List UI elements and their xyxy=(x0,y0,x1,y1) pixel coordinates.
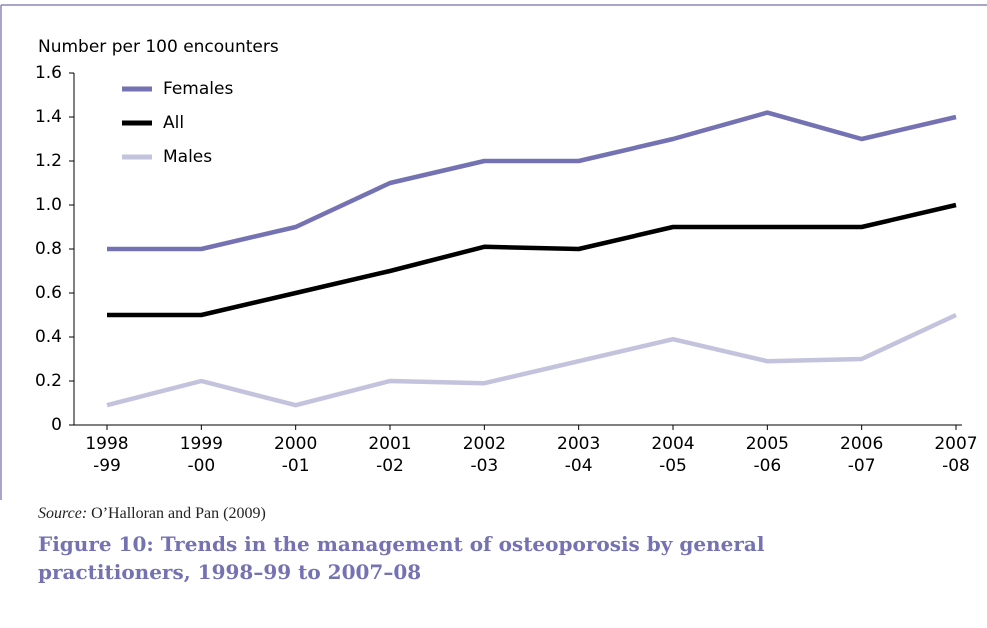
x-tick-label: 1999 xyxy=(180,434,223,454)
x-tick-label: -02 xyxy=(376,456,404,476)
series-line xyxy=(106,312,957,408)
y-tick-label: 0.8 xyxy=(35,239,62,259)
x-tick-label: 2002 xyxy=(463,434,506,454)
source-label: Source: xyxy=(38,505,88,522)
x-tick-label: -04 xyxy=(565,456,593,476)
y-tick-label: 0.2 xyxy=(35,371,62,391)
series-line xyxy=(107,202,957,318)
x-tick-label: 2003 xyxy=(557,434,600,454)
chart: Number per 100 encounters 0 0.2 0.4 0.6 0.8 1… xyxy=(0,4,987,500)
x-tick-label: 1998 xyxy=(85,434,128,454)
x-tick-label: -01 xyxy=(282,456,310,476)
x-tick-label: 2007 xyxy=(934,434,977,454)
figure-caption: Figure 10: Trends in the management of o… xyxy=(38,532,765,584)
x-tick-label: -05 xyxy=(659,456,687,476)
x-tick-label: 2005 xyxy=(746,434,789,454)
legend-label: Females xyxy=(163,79,233,99)
x-tick-label: 2004 xyxy=(651,434,694,454)
x-tick-label: 2001 xyxy=(368,434,411,454)
y-tick-label: 0 xyxy=(51,415,62,435)
y-axis-label: Number per 100 encounters xyxy=(38,37,279,57)
y-tick-label: 0.6 xyxy=(35,283,62,303)
source-text: O’Halloran and Pan (2009) xyxy=(91,505,266,522)
legend-label: All xyxy=(163,113,184,133)
x-tick-label: -08 xyxy=(942,456,970,476)
y-tick-label: 0.4 xyxy=(35,327,62,347)
x-tick-label: -06 xyxy=(753,456,781,476)
x-tick-label: -99 xyxy=(93,456,121,476)
y-tick-label: 1.6 xyxy=(35,63,62,83)
y-tick-label: 1.4 xyxy=(35,107,62,127)
y-tick-label: 1.2 xyxy=(35,151,62,171)
legend-label: Males xyxy=(163,147,212,167)
series-line xyxy=(107,110,957,252)
y-tick-label: 1.0 xyxy=(35,195,62,215)
x-tick-label: -03 xyxy=(470,456,498,476)
source: Source: O’Halloran and Pan (2009) xyxy=(38,505,266,523)
x-tick-label: -00 xyxy=(187,456,215,476)
x-tick-label: 2000 xyxy=(274,434,317,454)
x-tick-label: -07 xyxy=(848,456,876,476)
x-tick-label: 2006 xyxy=(840,434,883,454)
